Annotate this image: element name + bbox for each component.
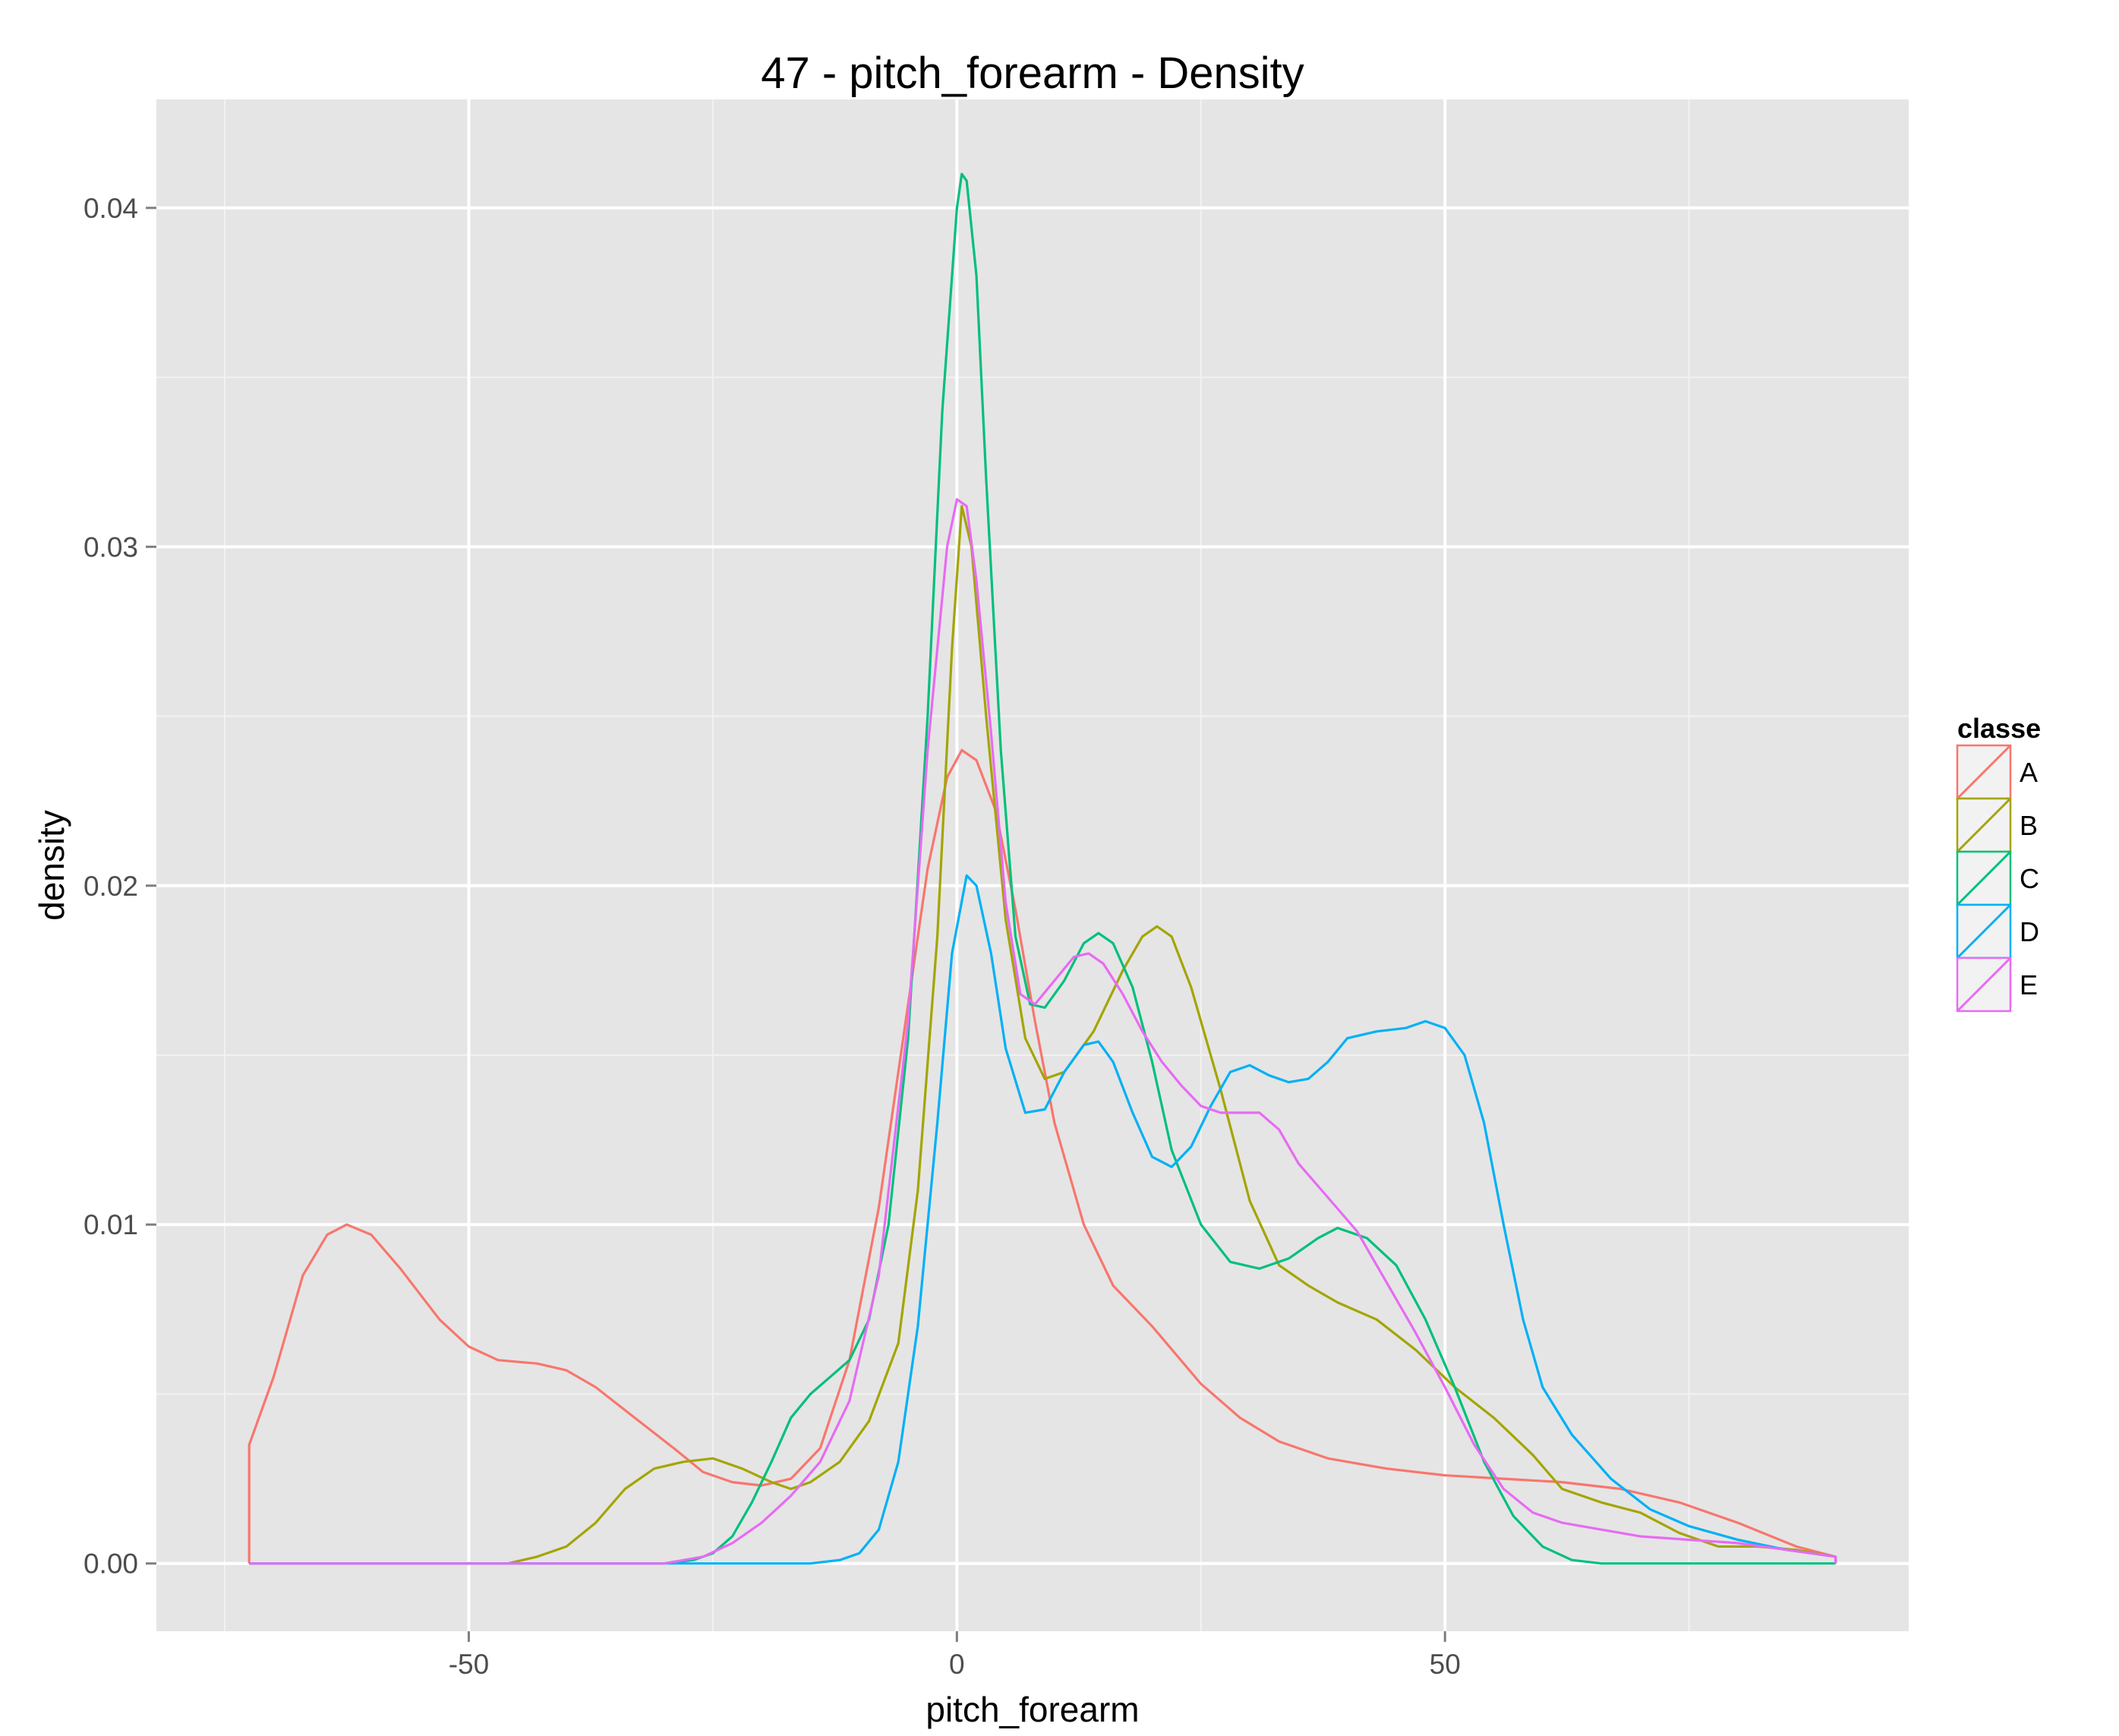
legend-title: classe: [1957, 713, 2041, 744]
x-tick-label: -50: [449, 1649, 489, 1680]
y-tick-label: 0.01: [84, 1209, 138, 1240]
y-tick-label: 0.00: [84, 1549, 138, 1580]
y-tick-label: 0.04: [84, 193, 138, 224]
series-lines: [248, 172, 1837, 1565]
density-line-a: [248, 748, 1837, 1564]
x-axis-ticks: -50 0 50: [449, 1631, 1461, 1680]
x-tick-label: 50: [1430, 1649, 1461, 1680]
y-tick-label: 0.02: [84, 871, 138, 902]
x-axis-title: pitch_forearm: [925, 1690, 1139, 1729]
legend-key-line: [1956, 903, 2012, 959]
chart-title: 47 - pitch_forearm - Density: [761, 49, 1304, 98]
legend-key-line: [1956, 744, 2012, 800]
density-line-c: [249, 172, 1836, 1565]
plot-panel: [156, 99, 1909, 1631]
y-axis-title: density: [32, 810, 71, 921]
legend-label-e: E: [2020, 969, 2038, 1000]
x-tick-label: 0: [949, 1649, 965, 1680]
legend-key-line: [1956, 850, 2012, 906]
legend-key-line: [1956, 797, 2012, 853]
legend-label-b: B: [2020, 810, 2038, 841]
y-axis-ticks: 0.00 0.01 0.02 0.03 0.04: [84, 193, 156, 1580]
legend-label-a: A: [2020, 757, 2038, 788]
legend-key-line: [1956, 956, 2012, 1013]
legend-label-d: D: [2020, 916, 2039, 947]
density-line-e: [249, 498, 1837, 1565]
y-tick-label: 0.03: [84, 531, 138, 562]
legend-label-c: C: [2020, 863, 2039, 894]
density-line-d: [249, 874, 1837, 1565]
